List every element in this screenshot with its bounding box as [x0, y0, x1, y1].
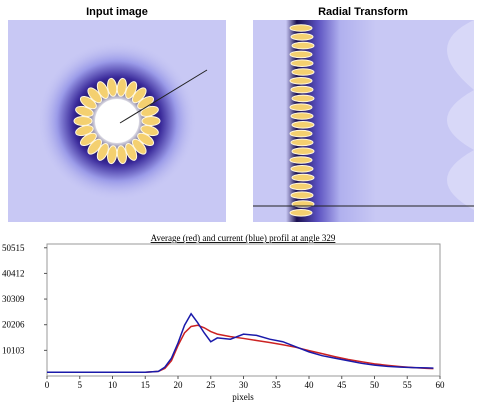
- blob: [107, 77, 118, 97]
- blob: [131, 138, 147, 155]
- blob: [291, 41, 315, 50]
- x-tick-label: 55: [403, 380, 413, 390]
- blob: [289, 182, 313, 191]
- blob: [125, 143, 138, 161]
- blob: [289, 50, 313, 59]
- radial-transform-image: [253, 20, 474, 222]
- y-tick-label: 20206: [2, 320, 25, 330]
- blob: [291, 121, 315, 129]
- y-tick-label: 30309: [2, 294, 25, 304]
- chart-title: Average (red) and current (blue) profil …: [151, 233, 336, 243]
- blob: [290, 59, 314, 68]
- blob: [291, 147, 315, 155]
- y-tick-label: 10103: [2, 345, 25, 355]
- blob: [291, 68, 315, 76]
- blob: [289, 24, 313, 32]
- line-series: [47, 312, 434, 373]
- x-tick-label: 30: [239, 380, 249, 390]
- x-tick-label: 60: [436, 380, 446, 390]
- x-tick-label: 45: [337, 380, 347, 390]
- blob: [291, 94, 315, 103]
- input-image: [8, 20, 226, 222]
- blob: [73, 116, 93, 126]
- blob: [290, 138, 314, 147]
- blob: [140, 105, 159, 117]
- x-tick-label: 40: [305, 380, 315, 390]
- blob: [107, 145, 118, 165]
- x-tick-label: 20: [174, 380, 184, 390]
- plot-frame: [46, 243, 441, 377]
- blob: [289, 103, 313, 111]
- blob: [131, 87, 147, 104]
- blob: [116, 77, 127, 97]
- blob: [290, 112, 314, 120]
- blob: [290, 85, 314, 94]
- x-tick-label: 0: [45, 380, 50, 390]
- blob: [289, 77, 313, 85]
- y-tick-label: 40412: [2, 268, 25, 278]
- blob: [137, 132, 155, 147]
- x-tick-label: 10: [108, 380, 118, 390]
- blob: [289, 209, 313, 217]
- blob: [96, 81, 109, 99]
- panel-title: Input image: [86, 6, 148, 18]
- blob: [290, 191, 314, 199]
- blob: [289, 129, 313, 138]
- x-tick-label: 25: [206, 380, 216, 390]
- blob: [79, 95, 97, 110]
- blob: [79, 132, 97, 147]
- blob: [290, 33, 314, 41]
- blob: [87, 87, 103, 104]
- x-tick-label: 50: [370, 380, 380, 390]
- x-axis-label: pixels: [232, 392, 254, 402]
- blob: [140, 125, 159, 137]
- blob: [75, 105, 94, 117]
- blob: [290, 165, 314, 173]
- y-tick-label: 50515: [2, 243, 25, 253]
- x-tick-label: 15: [141, 380, 151, 390]
- blob: [75, 125, 94, 137]
- x-tick-label: 5: [78, 380, 83, 390]
- blob: [289, 156, 313, 164]
- panel-title: Radial Transform: [318, 6, 408, 18]
- x-tick-label: 35: [272, 380, 282, 390]
- line-series: [47, 324, 434, 373]
- blob: [141, 116, 161, 126]
- blob: [291, 173, 315, 182]
- blob: [87, 138, 103, 155]
- blob: [116, 145, 127, 165]
- chart: Average (red) and current (blue) profil …: [2, 233, 445, 402]
